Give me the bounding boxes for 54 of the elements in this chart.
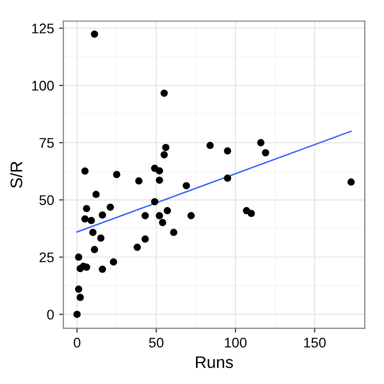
point [248,210,255,218]
point [160,90,168,97]
y-tick-label: 100 [32,80,54,91]
point [106,204,114,211]
point [75,286,82,293]
point [76,294,84,302]
point [90,246,98,254]
point [75,253,82,261]
point [89,228,97,236]
y-tick-label: 125 [32,24,54,34]
point [206,142,214,150]
point [88,216,95,224]
point [110,258,118,266]
point [224,147,232,155]
point [113,170,120,178]
point [134,244,141,251]
point [257,139,264,146]
point [73,310,81,318]
point [164,207,171,214]
point [156,212,164,220]
y-tick-label: 25 [40,252,54,262]
point [82,264,90,271]
point [81,167,89,175]
point [98,211,106,219]
x-tick-label: 150 [304,338,326,348]
point [160,151,168,158]
point [182,182,190,190]
point [98,266,106,273]
point [151,198,158,206]
x-tick-label: 50 [149,338,164,348]
point [187,212,195,220]
point [156,176,164,184]
point [82,204,90,212]
point [97,234,104,242]
point [90,30,98,38]
point [262,149,270,156]
point [156,167,164,174]
point [142,235,149,243]
point [170,228,178,236]
point [162,144,170,152]
y-tick-label: 75 [40,138,54,148]
point [81,215,89,223]
point [347,178,355,186]
point [142,212,149,220]
point [158,218,166,226]
x-axis-title: Runs [196,356,233,368]
point [135,177,142,185]
y-tick-label: 0 [47,310,54,320]
x-tick-label: 0 [74,338,80,348]
point [92,190,100,198]
x-tick-label: 100 [224,338,247,348]
y-axis-title: S/R [10,162,22,188]
y-tick-label: 50 [39,195,54,206]
point [224,174,232,182]
